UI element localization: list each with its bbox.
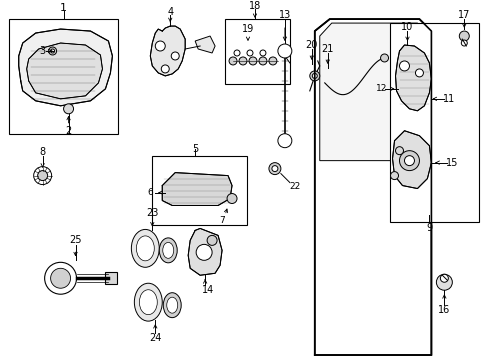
Polygon shape (395, 45, 430, 111)
Circle shape (277, 44, 291, 58)
Circle shape (207, 235, 217, 246)
Text: 4: 4 (167, 7, 173, 17)
Text: 19: 19 (242, 24, 254, 34)
Text: 7: 7 (219, 216, 224, 225)
Text: 12: 12 (375, 84, 386, 93)
Circle shape (171, 52, 179, 60)
Circle shape (196, 244, 212, 260)
Text: 21: 21 (321, 44, 333, 54)
Ellipse shape (163, 293, 181, 318)
Circle shape (277, 134, 291, 148)
Text: 23: 23 (146, 208, 158, 219)
Text: 6: 6 (147, 188, 153, 197)
Circle shape (440, 274, 447, 282)
Circle shape (44, 262, 77, 294)
Text: 15: 15 (445, 158, 458, 168)
Circle shape (380, 54, 388, 62)
Ellipse shape (139, 290, 157, 315)
Circle shape (248, 57, 256, 65)
Text: 3: 3 (40, 46, 45, 56)
Text: 11: 11 (442, 94, 454, 104)
Ellipse shape (131, 229, 159, 267)
Circle shape (271, 166, 277, 172)
Bar (152, 156, 246, 225)
Polygon shape (392, 131, 430, 189)
Ellipse shape (134, 283, 162, 321)
Circle shape (458, 31, 468, 41)
Circle shape (415, 69, 423, 77)
Ellipse shape (136, 236, 154, 261)
Circle shape (48, 47, 57, 55)
Text: 9: 9 (426, 224, 431, 233)
Circle shape (312, 73, 317, 78)
Circle shape (63, 104, 73, 114)
Text: 8: 8 (40, 147, 45, 157)
Circle shape (228, 57, 237, 65)
Circle shape (309, 71, 319, 81)
Text: 25: 25 (69, 235, 81, 246)
Text: 13: 13 (278, 10, 290, 20)
Circle shape (399, 61, 408, 71)
Circle shape (51, 49, 55, 53)
Polygon shape (319, 23, 427, 161)
Polygon shape (27, 43, 102, 99)
Text: 1: 1 (60, 3, 67, 13)
Polygon shape (19, 29, 112, 106)
Bar (389, 23, 478, 222)
Circle shape (390, 172, 398, 180)
Circle shape (234, 50, 240, 56)
Circle shape (38, 171, 47, 181)
Circle shape (399, 151, 419, 171)
Polygon shape (195, 36, 215, 53)
Text: 2: 2 (65, 126, 72, 136)
Bar (9, 19, 118, 134)
Circle shape (435, 274, 451, 290)
Text: 20: 20 (305, 40, 317, 50)
Text: 5: 5 (192, 144, 198, 154)
Polygon shape (150, 26, 185, 76)
Circle shape (246, 50, 252, 56)
Circle shape (268, 57, 276, 65)
Ellipse shape (166, 297, 177, 313)
Circle shape (404, 156, 414, 166)
Circle shape (268, 163, 280, 175)
Text: 18: 18 (248, 1, 261, 11)
Text: 24: 24 (149, 333, 161, 343)
Circle shape (395, 147, 403, 155)
Circle shape (34, 167, 52, 185)
Polygon shape (314, 19, 430, 355)
Text: 16: 16 (437, 305, 449, 315)
Circle shape (260, 50, 265, 56)
Polygon shape (162, 172, 232, 206)
Circle shape (161, 65, 169, 73)
Circle shape (259, 57, 266, 65)
Text: 14: 14 (202, 285, 214, 295)
Text: 22: 22 (288, 182, 300, 191)
Circle shape (226, 194, 237, 203)
Circle shape (155, 41, 165, 51)
Bar (224, 19, 289, 84)
Text: 17: 17 (457, 10, 469, 20)
Circle shape (460, 40, 467, 46)
Text: 10: 10 (401, 22, 413, 32)
Polygon shape (188, 229, 222, 275)
Circle shape (239, 57, 246, 65)
Circle shape (51, 268, 70, 288)
Ellipse shape (159, 238, 177, 263)
Bar (105, 272, 117, 284)
Ellipse shape (163, 242, 173, 258)
